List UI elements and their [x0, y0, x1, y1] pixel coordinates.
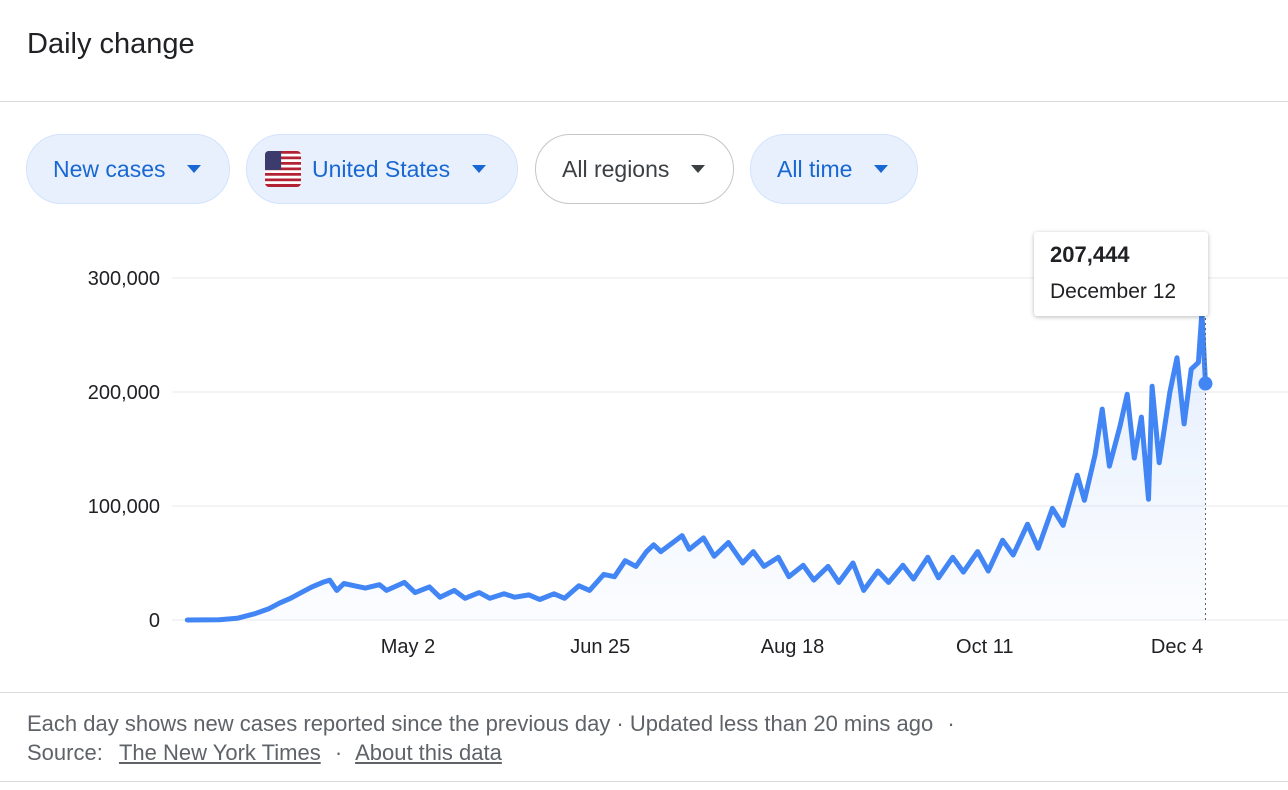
tooltip-value: 207,444 — [1050, 242, 1130, 267]
us-flag-icon — [265, 151, 301, 187]
x-tick-label: May 2 — [381, 636, 435, 658]
region-label: All regions — [562, 155, 670, 182]
x-tick-label: Oct 11 — [956, 636, 1013, 658]
source-link[interactable]: The New York Times — [118, 740, 321, 765]
chevron-down-icon — [472, 165, 487, 173]
x-tick-label: Jun 25 — [570, 636, 630, 658]
y-tick-label: 300,000 — [88, 268, 160, 290]
chart-tooltip: 207,444 December 12 — [1034, 232, 1208, 316]
x-tick-label: Dec 4 — [1151, 636, 1203, 658]
footer-description: Each day shows new cases reported since … — [27, 711, 934, 736]
y-tick-label: 100,000 — [88, 496, 160, 518]
daily-cases-chart[interactable]: 0 100,000 200,000 300,000 May 2 Jun 25 Aug 18… — [0, 222, 1288, 672]
tooltip-date: December 12 — [1050, 280, 1177, 303]
metric-label: New cases — [53, 155, 166, 182]
card-title: Daily change — [27, 28, 195, 60]
chevron-down-icon — [187, 165, 202, 173]
header-divider — [0, 101, 1288, 102]
series-line — [184, 309, 1208, 623]
metric-dropdown[interactable]: New cases — [26, 134, 230, 204]
y-tick-label: 200,000 — [88, 382, 160, 404]
highlight-point[interactable] — [1198, 376, 1213, 391]
footer-source-line: Source: The New York Times · About this … — [27, 738, 963, 767]
region-dropdown[interactable]: All regions — [535, 134, 734, 204]
country-dropdown[interactable]: United States — [246, 134, 518, 204]
footer-divider — [0, 692, 1288, 693]
footer-separator: · — [947, 711, 955, 736]
time-range-label: All time — [777, 155, 853, 182]
card-bottom-border — [0, 781, 1288, 782]
chevron-down-icon — [874, 165, 889, 173]
y-tick-label: 0 — [149, 610, 160, 632]
time-range-dropdown[interactable]: All time — [750, 134, 918, 204]
chevron-down-icon — [691, 165, 706, 173]
about-data-link[interactable]: About this data — [355, 740, 502, 765]
footer-description-line: Each day shows new cases reported since … — [27, 709, 963, 738]
series-area — [187, 312, 1206, 620]
footer: Each day shows new cases reported since … — [27, 709, 963, 767]
source-label: Source: — [27, 740, 103, 765]
x-tick-label: Aug 18 — [761, 636, 824, 658]
footer-separator: · — [334, 740, 343, 765]
country-label: United States — [312, 155, 451, 182]
